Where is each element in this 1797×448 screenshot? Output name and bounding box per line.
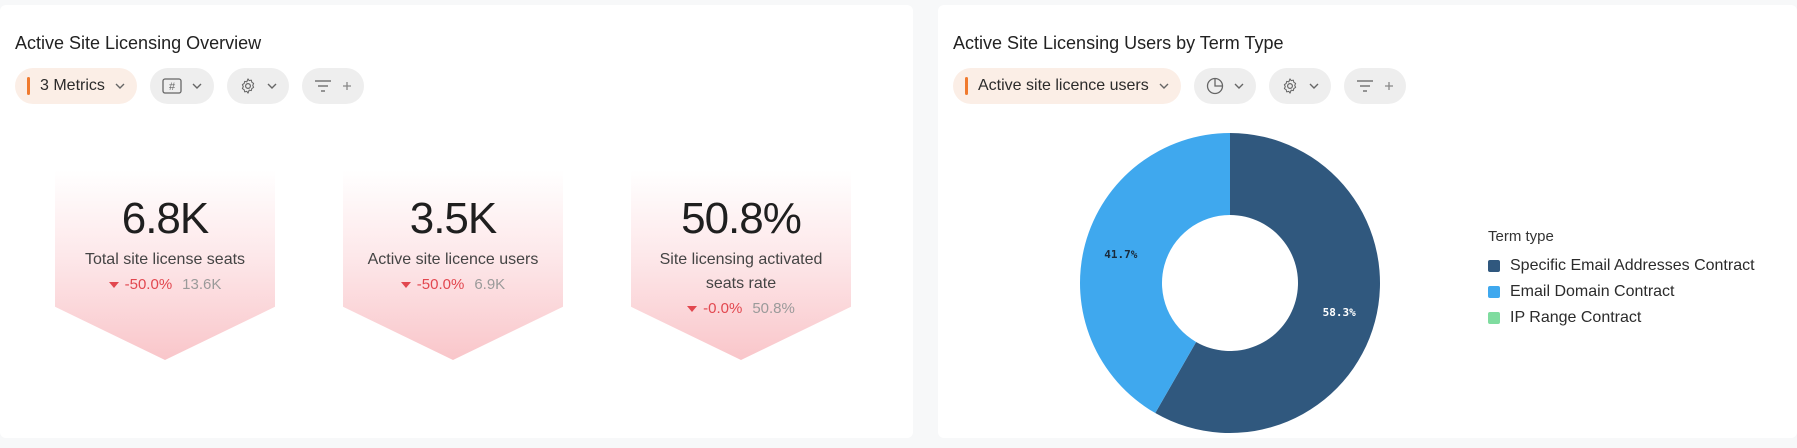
chevron-down-icon [267,83,277,89]
number-display-icon: # [162,78,182,94]
users-by-term-panel: Active Site Licensing Users by Term Type… [938,5,1797,438]
legend-item[interactable]: Email Domain Contract [1488,279,1755,305]
kpi-change-value: -50.0% [416,276,465,293]
svg-text:#: # [169,81,176,93]
kpi-change-value: -50.0% [124,276,173,293]
legend-swatch [1488,286,1500,298]
legend-label: IP Range Contract [1510,309,1642,326]
donut-slice[interactable] [1155,133,1380,433]
legend-swatch [1488,260,1500,272]
panel-title: Active Site Licensing Overview [15,33,262,53]
legend-item[interactable]: Specific Email Addresses Contract [1488,253,1755,279]
legend-item[interactable]: IP Range Contract [1488,305,1755,331]
legend-label: Email Domain Contract [1510,283,1675,300]
slice-data-label: 58.3% [1323,306,1356,319]
accent-bar [27,77,30,95]
pie-chart-icon [1206,77,1224,95]
metric-selector-label: Active site licence users [978,77,1149,94]
licensing-overview-panel: Active Site Licensing Overview 3 Metrics… [0,5,913,438]
kpi-label: Total site license seats [84,251,246,268]
triangle-down-icon [400,281,411,288]
panel-title: Active Site Licensing Users by Term Type [953,33,1284,53]
filter-icon [314,79,332,93]
slice-data-label: 41.7% [1104,248,1137,261]
legend-label: Specific Email Addresses Contract [1510,257,1755,274]
settings-selector[interactable] [226,68,289,104]
triangle-down-icon [687,305,698,312]
kpi-comparison: -50.0% 6.9K [343,276,563,293]
chevron-down-icon [115,83,125,89]
overview-toolbar: 3 Metrics # [15,68,364,104]
kpi-previous-value: 50.8% [752,300,795,317]
filter-icon [1356,79,1374,93]
kpi-card-activated-rate: 50.8% Site licensing activated seats rat… [631,170,851,360]
kpi-label: Site licensing activated seats rate [659,251,823,292]
accent-bar [965,77,968,95]
kpi-card-active-users: 3.5K Active site licence users -50.0% 6.… [343,170,563,360]
legend-swatch [1488,312,1500,324]
add-filter-button[interactable] [1343,68,1406,104]
donut-chart: 58.3% 41.7% [1080,133,1380,433]
kpi-previous-value: 13.6K [182,276,222,293]
settings-selector[interactable] [1268,68,1331,104]
gear-icon [239,77,257,95]
kpi-change: -0.0% [687,300,742,317]
kpi-card-total-seats: 6.8K Total site license seats -50.0% 13.… [55,170,275,360]
kpi-value: 3.5K [409,194,498,243]
chart-legend: Term type Specific Email Addresses Contr… [1488,228,1755,331]
kpi-change-value: -0.0% [703,300,743,317]
chevron-down-icon [1309,83,1319,89]
kpi-value: 50.8% [681,194,802,243]
metrics-selector-label: 3 Metrics [40,77,105,94]
kpi-label: Active site licence users [367,251,539,268]
chevron-down-icon [192,83,202,89]
kpi-previous-value: 6.9K [474,276,506,293]
kpi-comparison: -0.0% 50.8% [631,300,851,317]
chart-toolbar: Active site licence users [953,68,1406,104]
metrics-selector[interactable]: 3 Metrics [15,68,137,104]
donut-slice[interactable] [1080,133,1230,414]
kpi-change: -50.0% [400,276,465,293]
add-filter-button[interactable] [301,68,364,104]
metric-selector[interactable]: Active site licence users [953,68,1181,104]
chevron-down-icon [1234,83,1244,89]
plus-icon [1384,81,1394,91]
chevron-down-icon [1159,83,1169,89]
kpi-comparison: -50.0% 13.6K [55,276,275,293]
plus-icon [342,81,352,91]
triangle-down-icon [108,281,119,288]
kpi-value: 6.8K [121,194,210,243]
gear-icon [1281,77,1299,95]
display-type-selector[interactable]: # [149,68,214,104]
legend-title: Term type [1488,228,1554,245]
kpi-change: -50.0% [108,276,173,293]
chart-type-selector[interactable] [1193,68,1256,104]
